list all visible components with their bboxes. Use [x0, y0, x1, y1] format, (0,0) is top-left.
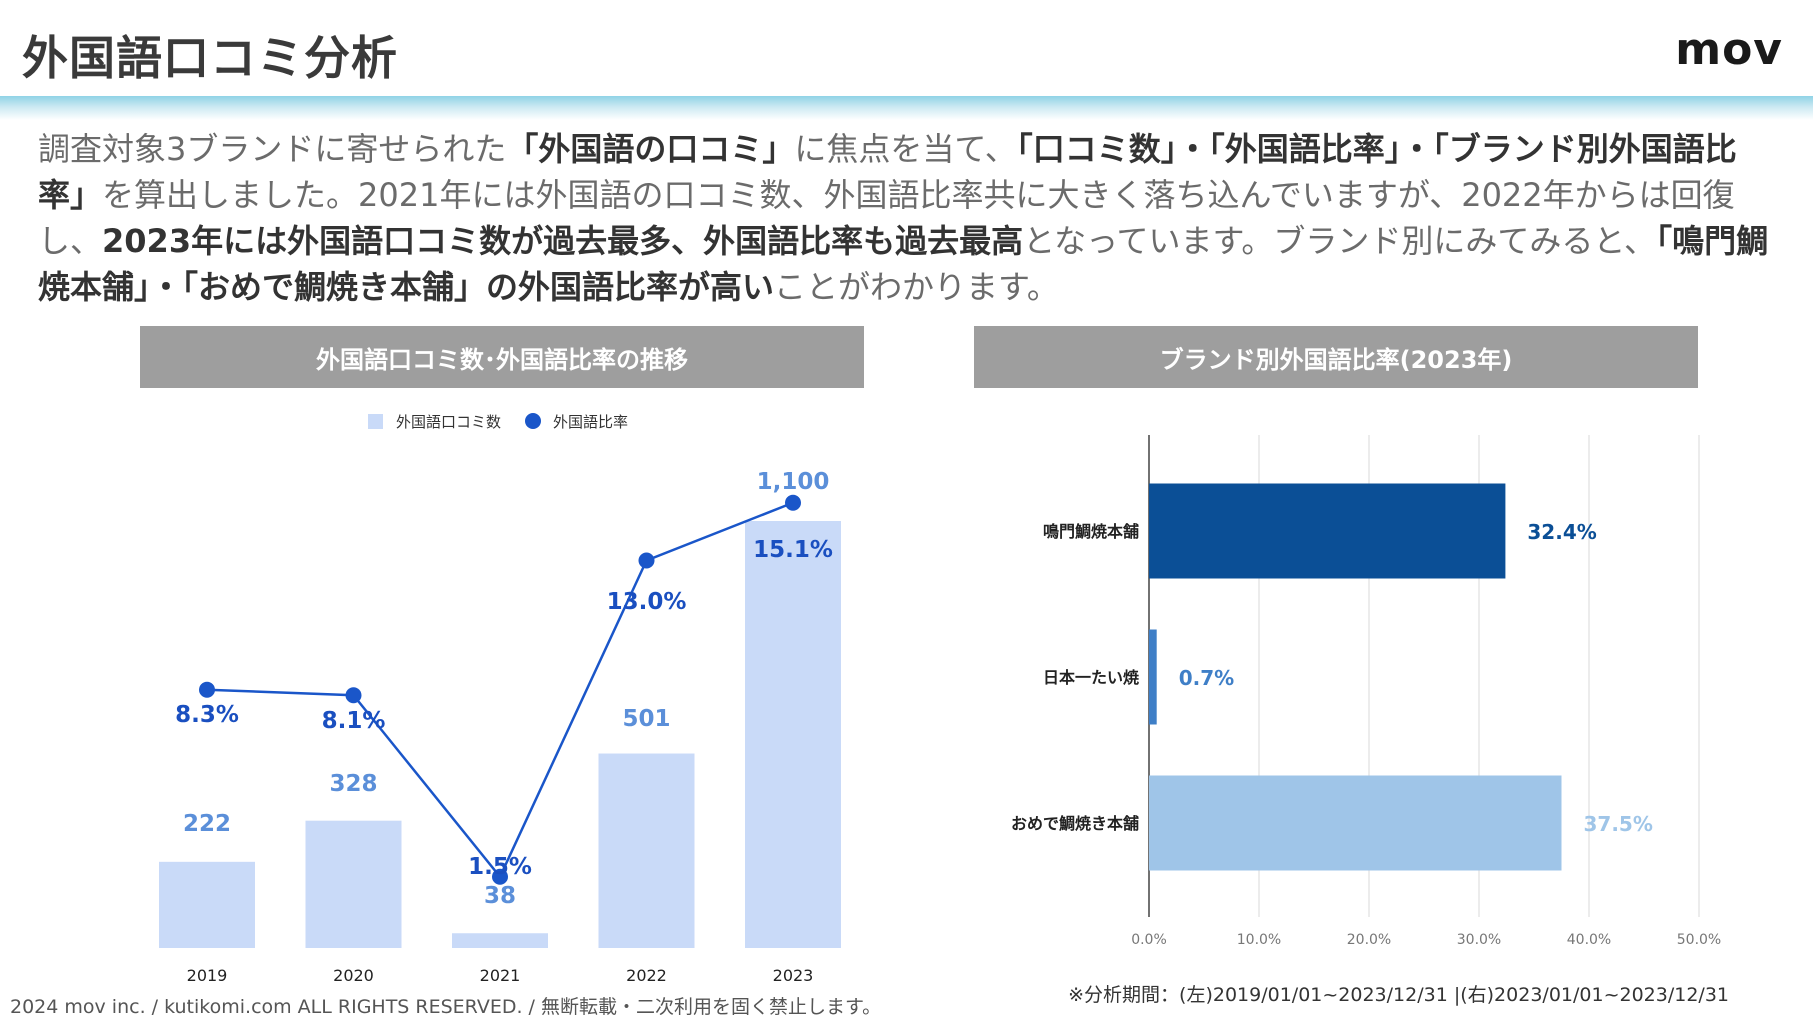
right-chart-title: ブランド別外国語比率(2023年): [974, 326, 1698, 388]
x-tick-label: 0.0%: [1131, 932, 1167, 948]
bar-2020: [305, 820, 402, 948]
bar-value-label: 0.7%: [1179, 666, 1234, 690]
intro-text-5: ことがわかります。: [774, 268, 1059, 306]
x-tick-label: 2022: [626, 966, 667, 985]
ratio-value-label: 8.1%: [322, 708, 386, 734]
intro-bold-3: 2023年には外国語口コミ数が過去最多、外国語比率も過去最高: [102, 222, 1024, 260]
mov-logo: mov: [1675, 24, 1783, 75]
bar-value-label: 37.5%: [1584, 812, 1653, 836]
bar-おめで鯛焼き本舗: [1149, 775, 1562, 871]
intro-text-2: に焦点を当て、: [794, 130, 1017, 168]
y-tick-label: おめで鯛焼き本舗: [1011, 814, 1139, 833]
intro-bold-4: 「鳴門鯛焼本舗」・「おめで鯛焼き本舗」の外国語比率が高い: [38, 222, 1769, 306]
intro-text-3: を算出しました。2021年には外国語の口コミ数、外国語比率共に大きく落ち込んでい…: [38, 176, 1735, 260]
bar-2021: [452, 933, 548, 948]
header: 外国語口コミ分析 mov: [0, 0, 1813, 100]
bar-value-label: 1,100: [757, 469, 830, 495]
bar-value-label: 38: [484, 883, 516, 909]
legend-bar-label: 外国語口コミ数: [396, 413, 501, 431]
bar-value-label: 32.4%: [1527, 520, 1596, 544]
ratio-value-label: 8.3%: [175, 702, 239, 728]
ratio-point-2020: [345, 687, 362, 704]
analysis-period-note: ※分析期間：(左)2019/01/01~2023/12/31 |(右)2023/…: [1068, 984, 1729, 1006]
bar-value-label: 328: [329, 771, 377, 797]
bar-value-label: 222: [183, 811, 231, 837]
brand-ratio-chart: 0.0% 10.0% 20.0% 30.0% 40.0% 50.0% 鳴門鯛焼本舗 32.4%…: [1011, 435, 1721, 948]
copyright: 2024 mov inc. / kutikomi.com ALL RIGHTS …: [10, 996, 882, 1018]
x-tick-label: 30.0%: [1457, 932, 1501, 948]
intro-bold-2: 「口コミ数」・「外国語比率」・「ブランド別外国語比率」: [38, 130, 1737, 214]
legend-line-swatch: [525, 413, 541, 429]
header-gradient-band: [0, 96, 1813, 120]
intro-text-4: となっています。ブランド別にみてみると、: [1023, 222, 1657, 260]
intro-text-1: 調査対象3ブランドに寄せられた: [38, 130, 507, 168]
x-tick-label: 2021: [480, 966, 521, 985]
intro-paragraph: 調査対象3ブランドに寄せられた「外国語の口コミ」に焦点を当て、「口コミ数」・「外…: [38, 126, 1778, 310]
bar-鳴門鯛焼本舗: [1149, 483, 1506, 579]
trend-chart: 外国語口コミ数 外国語比率 2019 2020 2021 2022 2023 222 328 38…: [159, 413, 841, 985]
x-tick-label: 10.0%: [1237, 932, 1281, 948]
x-tick-label: 40.0%: [1567, 932, 1611, 948]
ratio-value-label: 13.0%: [607, 589, 687, 615]
legend-bar-swatch: [368, 414, 383, 429]
x-tick-label: 2019: [187, 966, 228, 985]
x-tick-label: 2020: [333, 966, 374, 985]
bar-2019: [159, 861, 255, 948]
left-chart-title: 外国語口コミ数･外国語比率の推移: [140, 326, 864, 388]
bar-value-label: 501: [622, 706, 670, 732]
legend-line-label: 外国語比率: [553, 413, 628, 431]
ratio-point-2022: [638, 552, 655, 569]
x-tick-label: 2023: [773, 966, 814, 985]
ratio-point-2023: [785, 494, 801, 511]
y-tick-label: 鳴門鯛焼本舗: [1043, 522, 1139, 541]
bar-日本一たい焼: [1149, 629, 1157, 725]
y-tick-label: 日本一たい焼: [1043, 668, 1139, 687]
ratio-point-2019: [199, 681, 215, 698]
bar-2023: [745, 521, 841, 948]
ratio-line: [206, 501, 794, 880]
ratio-value-label: 15.1%: [753, 537, 833, 563]
x-tick-label: 20.0%: [1347, 932, 1391, 948]
x-tick-label: 50.0%: [1677, 932, 1721, 948]
page-title: 外国語口コミ分析: [22, 31, 398, 85]
ratio-value-label: 1.5%: [468, 854, 532, 880]
ratio-point-2021: [492, 868, 508, 885]
bar-2022: [598, 753, 695, 948]
intro-bold-1: 「外国語の口コミ」: [506, 130, 795, 168]
